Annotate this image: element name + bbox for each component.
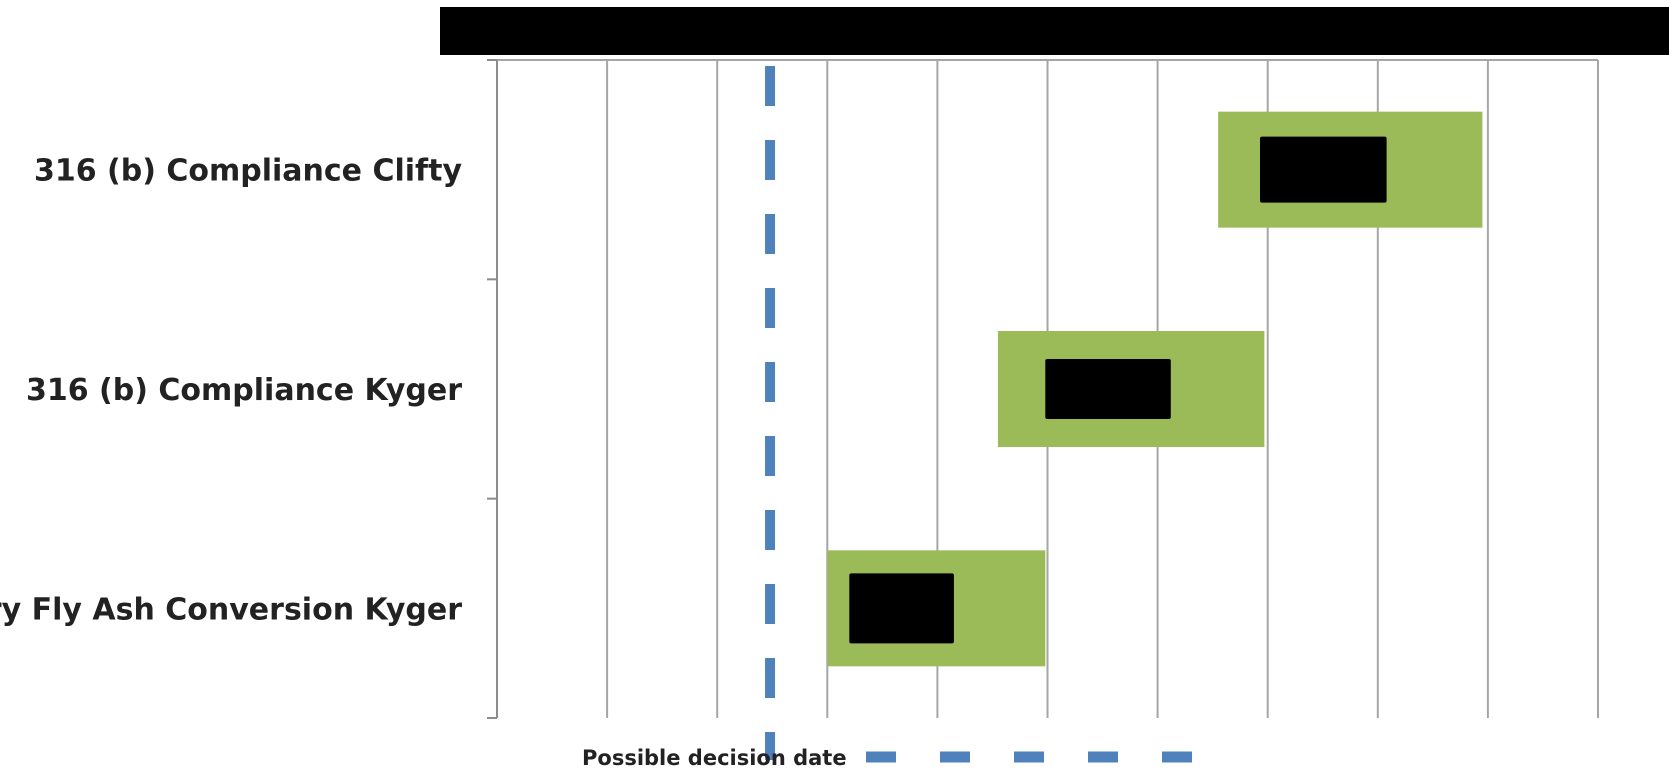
- redacted-title-bar: [440, 7, 1669, 55]
- category-label: 316 (b) Compliance Kyger: [26, 373, 462, 408]
- category-label: 316 (b) Compliance Clifty: [34, 154, 462, 189]
- category-labels: 316 (b) Compliance Clifty 316 (b) Complia…: [0, 154, 462, 628]
- redacted-bar-overlay: [1045, 359, 1171, 419]
- bars: [827, 111, 1483, 667]
- y-axis: [487, 59, 498, 719]
- redacted-bar-overlay: [849, 573, 954, 644]
- category-label: Dry Fly Ash Conversion Kyger: [0, 592, 462, 627]
- redacted-bar-overlay: [1259, 136, 1387, 203]
- legend-label: Possible decision date: [582, 746, 847, 770]
- legend: Possible decision date: [582, 746, 1205, 770]
